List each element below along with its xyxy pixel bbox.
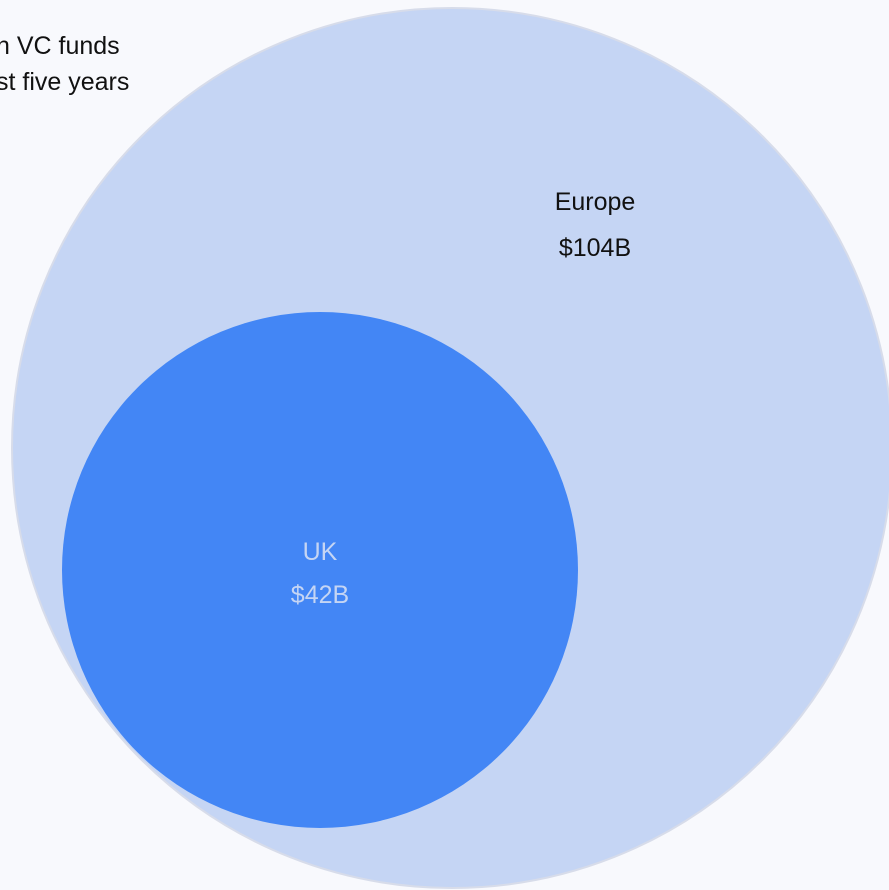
europe-label: Europe (555, 188, 636, 216)
europe-value-label: $104B (559, 234, 631, 262)
caption-line-2: st five years (0, 68, 129, 96)
uk-label: UK (303, 538, 338, 566)
caption-line-1: n VC funds (0, 32, 120, 60)
bubble-uk (62, 312, 578, 828)
uk-value-label: $42B (291, 581, 349, 609)
